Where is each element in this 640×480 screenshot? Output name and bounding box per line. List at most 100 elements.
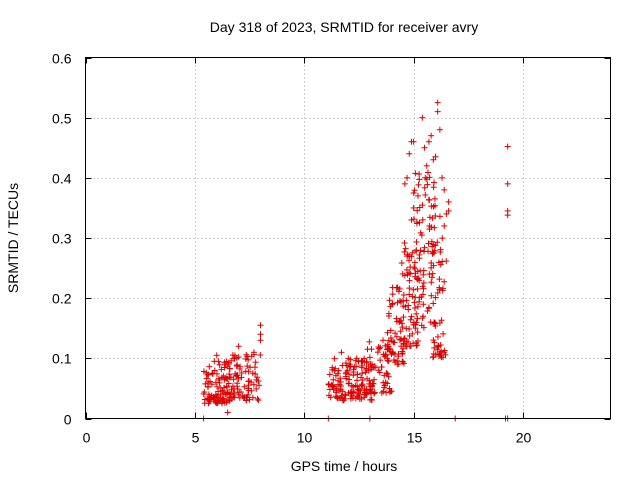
data-point — [358, 382, 365, 389]
data-point — [338, 349, 345, 356]
data-point — [404, 251, 411, 258]
data-point — [416, 204, 423, 211]
data-point — [366, 354, 373, 361]
data-point — [329, 364, 336, 371]
data-point — [420, 279, 427, 286]
data-point — [424, 169, 431, 176]
data-point — [392, 330, 399, 337]
data-point — [441, 186, 448, 193]
data-point — [332, 365, 339, 372]
data-point — [440, 330, 447, 337]
data-point — [434, 333, 441, 340]
data-point — [336, 381, 343, 388]
data-point — [419, 315, 426, 322]
data-point — [399, 351, 406, 358]
data-point — [410, 286, 417, 293]
data-point — [347, 362, 354, 369]
data-point — [399, 270, 406, 277]
data-point — [425, 305, 432, 312]
data-point — [200, 390, 207, 397]
data-point — [406, 291, 413, 298]
data-point — [257, 322, 264, 329]
data-point — [234, 372, 241, 379]
data-point — [431, 344, 438, 351]
data-point — [504, 212, 511, 219]
data-point — [412, 170, 419, 177]
data-point — [432, 351, 439, 358]
data-point — [386, 297, 393, 304]
data-point — [335, 377, 342, 384]
data-point — [393, 315, 400, 322]
y-tick-label: 0.1 — [52, 351, 72, 367]
data-point — [219, 387, 226, 394]
data-point — [403, 266, 410, 273]
data-point — [342, 370, 349, 377]
data-point — [384, 329, 391, 336]
data-point — [371, 376, 378, 383]
data-point — [382, 379, 389, 386]
data-point — [414, 276, 421, 283]
data-point — [425, 138, 432, 145]
x-axis-label: GPS time / hours — [291, 458, 398, 474]
data-point — [400, 292, 407, 299]
data-point — [252, 359, 259, 366]
data-point — [385, 337, 392, 344]
data-point — [215, 375, 222, 382]
data-point — [394, 299, 401, 306]
data-point — [391, 339, 398, 346]
data-point — [407, 270, 414, 277]
data-point — [224, 409, 231, 416]
data-point — [420, 291, 427, 298]
y-tick-label: 0.4 — [52, 171, 72, 187]
data-point — [414, 315, 421, 322]
data-point — [420, 324, 427, 331]
data-point — [226, 365, 233, 372]
data-point — [429, 248, 436, 255]
data-point — [402, 245, 409, 252]
data-point — [377, 357, 384, 364]
data-point — [235, 375, 242, 382]
data-point — [412, 321, 419, 328]
data-point — [399, 324, 406, 331]
data-point — [251, 364, 258, 371]
data-point — [351, 389, 358, 396]
data-point — [409, 293, 416, 300]
data-point — [342, 360, 349, 367]
data-point — [438, 354, 445, 361]
data-point — [367, 388, 374, 395]
data-point — [229, 352, 236, 359]
data-point — [355, 358, 362, 365]
data-point — [411, 265, 418, 272]
data-point — [435, 342, 442, 349]
data-point — [252, 370, 259, 377]
data-point — [434, 289, 441, 296]
data-point — [384, 355, 391, 362]
data-point — [429, 243, 436, 250]
data-point — [406, 253, 413, 260]
data-point — [255, 397, 262, 404]
data-point — [431, 179, 438, 186]
data-point — [421, 244, 428, 251]
data-point — [231, 390, 238, 397]
data-point — [381, 372, 388, 379]
data-point — [419, 114, 426, 121]
data-point — [255, 378, 262, 385]
data-point — [223, 384, 230, 391]
data-point — [436, 276, 443, 283]
data-point — [394, 361, 401, 368]
data-point — [358, 374, 365, 381]
data-point — [411, 304, 418, 311]
data-point — [205, 384, 212, 391]
data-point — [406, 285, 413, 292]
data-point — [393, 333, 400, 340]
data-point — [235, 343, 242, 350]
data-point — [434, 99, 441, 106]
data-point — [226, 394, 233, 401]
data-point — [435, 343, 442, 350]
data-point — [431, 195, 438, 202]
data-point — [359, 381, 366, 388]
y-ticks: 0 0.1 0.2 0.3 0.4 0.5 0.6 — [52, 51, 611, 428]
data-point — [428, 274, 435, 281]
data-point — [257, 352, 264, 359]
data-point — [438, 348, 445, 355]
